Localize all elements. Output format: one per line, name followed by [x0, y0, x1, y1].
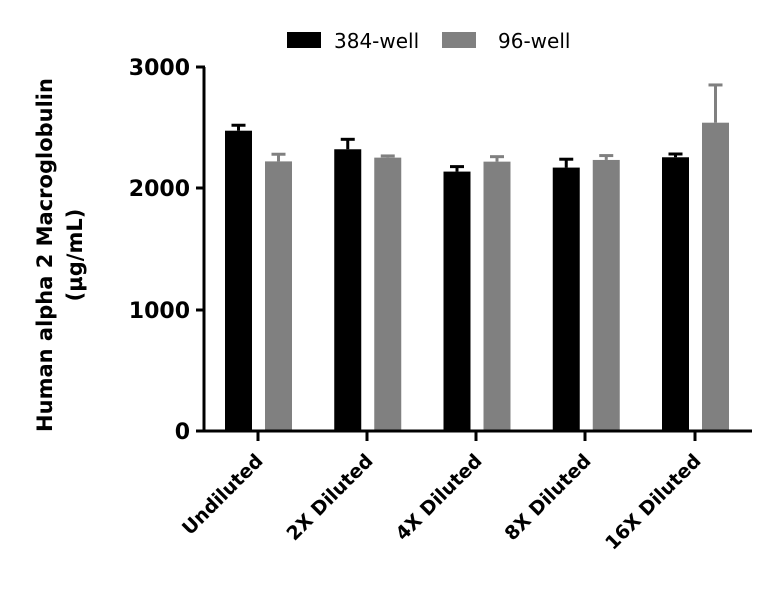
x-label-16x-diluted: 16X Diluted [601, 450, 705, 554]
x-label-4x-diluted: 4X Diluted [392, 450, 487, 545]
y-tick-1000: 1000 [129, 299, 190, 324]
y-axis-label: Human alpha 2 Macroglobulin [33, 78, 57, 432]
bar-384-well-8x-diluted [552, 167, 580, 431]
bar-96-well-8x-diluted [592, 159, 620, 431]
y-axis-units: (µg/mL) [63, 209, 87, 302]
y-tick-2000: 2000 [129, 177, 190, 202]
legend: 384-well 96-well [287, 29, 570, 53]
legend-label-96-well: 96-well [498, 29, 570, 53]
bar-96-well-16x-diluted [702, 122, 729, 431]
legend-swatch-96-well [442, 32, 476, 48]
bars [225, 83, 729, 432]
bar-384-well-16x-diluted [662, 157, 689, 431]
bar-96-well-2x-diluted [374, 157, 402, 432]
bar-96-well-undiluted [265, 161, 292, 431]
bar-384-well-4x-diluted [443, 171, 471, 431]
bar-384-well-2x-diluted [334, 149, 362, 431]
x-label-8x-diluted: 8X Diluted [501, 450, 596, 545]
legend-swatch-384-well [287, 32, 321, 48]
x-label-undiluted: Undiluted [178, 450, 268, 540]
legend-label-384-well: 384-well [334, 29, 419, 53]
bar-384-well-undiluted [225, 130, 252, 431]
x-axis: Undiluted 2X Diluted 4X Diluted 8X Dilut… [178, 429, 752, 554]
y-axis: 3000 2000 1000 0 [129, 56, 206, 445]
x-label-2x-diluted: 2X Diluted [283, 450, 378, 545]
y-tick-3000: 3000 [129, 56, 190, 81]
y-tick-0: 0 [175, 420, 190, 445]
bar-96-well-4x-diluted [483, 161, 511, 431]
y-axis-title: Human alpha 2 Macroglobulin (µg/mL) [33, 78, 87, 432]
